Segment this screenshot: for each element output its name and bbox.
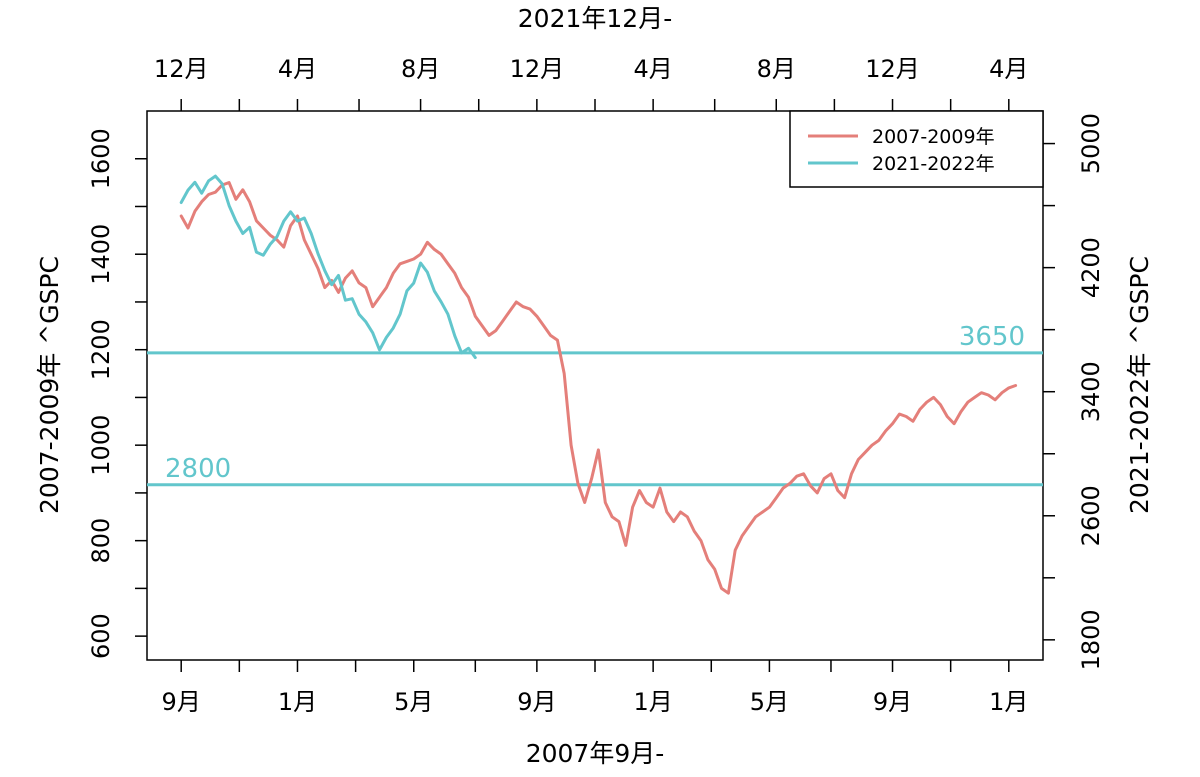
- top-axis-title: 2021年12月-: [518, 4, 672, 33]
- series-line-2007-2009年: [179, 181, 1018, 595]
- right-tick-label: 5000: [1077, 113, 1105, 174]
- bottom-tick-label: 1月: [278, 688, 317, 716]
- left-axis: 600 800 1000 1200 1400 1600: [87, 128, 147, 659]
- bottom-tick-label: 9月: [162, 688, 201, 716]
- top-tick-label: 12月: [865, 55, 920, 83]
- top-tick-label: 8月: [757, 55, 796, 83]
- bottom-axis: 9月 1月 5月 9月 1月 5月 9月 1月: [162, 660, 1028, 716]
- top-tick-label: 4月: [278, 55, 317, 83]
- right-tick-label: 2600: [1077, 485, 1105, 546]
- left-tick-label: 1000: [87, 415, 115, 476]
- top-tick-label: 12月: [154, 55, 209, 83]
- top-tick-label: 4月: [633, 55, 672, 83]
- bottom-tick-label: 9月: [517, 688, 556, 716]
- legend-box: [789, 110, 1044, 188]
- right-tick-label: 3400: [1077, 361, 1105, 422]
- right-axis: 1800 2600 3400 4200 5000: [1043, 113, 1105, 670]
- top-tick-label: 12月: [510, 55, 565, 83]
- top-tick-label: 8月: [401, 55, 440, 83]
- bottom-tick-label: 1月: [633, 688, 672, 716]
- reference-label-3650: 3650: [959, 322, 1025, 352]
- series-line-2021-2022年: [179, 174, 477, 360]
- series-lines: [179, 174, 1018, 595]
- left-tick-label: 1200: [87, 319, 115, 380]
- top-axis: 12月 4月 8月 12月 4月 8月 12月 4月: [154, 55, 1028, 111]
- legend: 2007-2009年 2021-2022年: [789, 110, 1044, 188]
- left-axis-title: 2007-2009年 ^GSPC: [35, 256, 64, 514]
- right-tick-label: 1800: [1077, 609, 1105, 670]
- legend-label-2007-2009: 2007-2009年: [872, 126, 995, 148]
- reference-lines: 3650 2800: [147, 322, 1043, 487]
- left-tick-label: 1600: [87, 128, 115, 189]
- left-tick-label: 600: [87, 613, 115, 659]
- reference-label-2800: 2800: [165, 454, 231, 484]
- bottom-tick-label: 9月: [873, 688, 912, 716]
- bottom-tick-label: 1月: [989, 688, 1028, 716]
- right-axis-title: 2021-2022年 ^GSPC: [1125, 256, 1154, 514]
- bottom-axis-title: 2007年9月-: [526, 739, 665, 768]
- bottom-tick-label: 5月: [394, 688, 433, 716]
- legend-label-2021-2022: 2021-2022年: [872, 153, 995, 175]
- right-tick-label: 4200: [1077, 237, 1105, 298]
- top-tick-label: 4月: [989, 55, 1028, 83]
- plot-frame: [146, 110, 1044, 661]
- bottom-tick-label: 5月: [750, 688, 789, 716]
- left-tick-label: 1400: [87, 224, 115, 285]
- left-tick-label: 800: [87, 518, 115, 564]
